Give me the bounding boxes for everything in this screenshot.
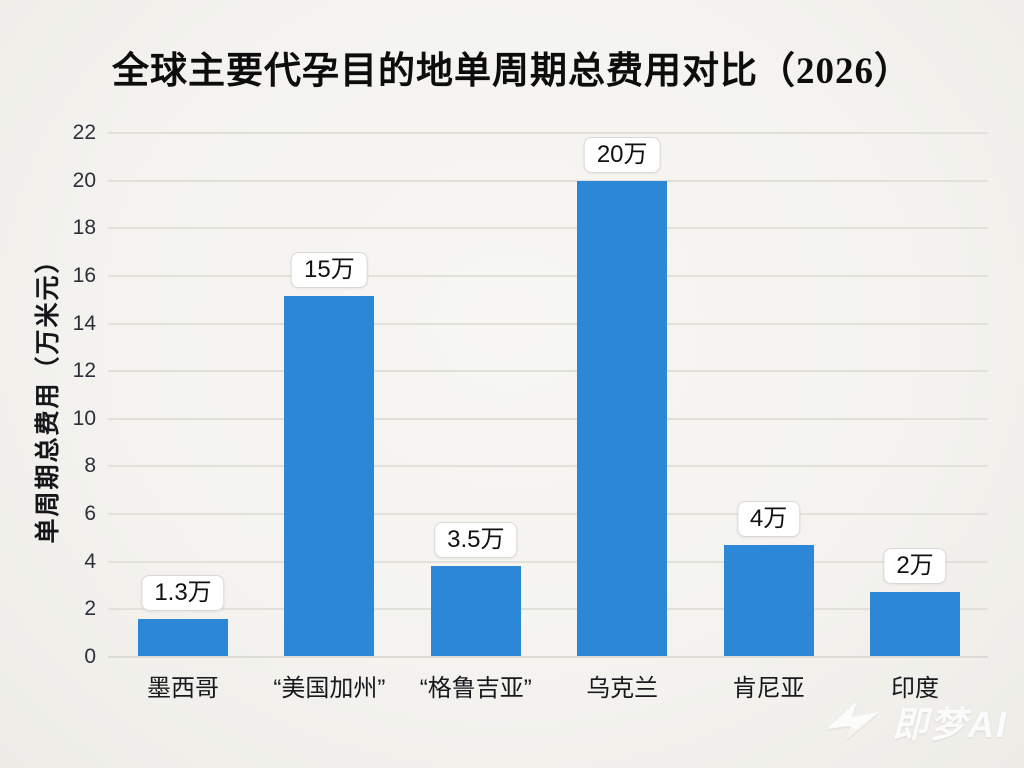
gridline: [108, 322, 988, 325]
x-axis-category-label: 印度: [891, 675, 939, 702]
x-axis-category-label: 肯尼亚: [732, 675, 805, 702]
y-tick-label: 4: [84, 549, 96, 573]
bar-value-label: 4万: [736, 501, 801, 538]
bar-value-label: 1.3万: [141, 574, 225, 611]
gridline: [108, 179, 988, 182]
bar-value-label: 15万: [291, 252, 368, 289]
y-tick-label: 2: [84, 597, 96, 621]
gridline: [108, 608, 988, 611]
gridline: [108, 513, 988, 516]
y-tick-label: 22: [72, 121, 96, 144]
bar: [430, 566, 521, 656]
bar: [577, 180, 668, 656]
jimeng-logo-icon: [826, 701, 879, 740]
x-axis-category-label: 乌克兰: [586, 675, 659, 702]
y-tick-label: 16: [72, 263, 96, 287]
chart-title: 全球主要代孕目的地单周期总费用对比（2026）: [112, 51, 912, 92]
x-axis-baseline: [108, 656, 988, 658]
y-tick-label: 6: [84, 502, 96, 526]
y-tick-label: 20: [72, 168, 96, 192]
watermark-text: 即梦AI: [891, 704, 1008, 745]
bar: [138, 618, 228, 656]
gridline: [108, 370, 988, 373]
bar-value-label: 2万: [883, 547, 947, 584]
x-axis-category-label: 墨西哥: [147, 675, 219, 702]
gridline: [108, 132, 988, 134]
bar-value-label: 3.5万: [434, 522, 518, 559]
gridline: [108, 465, 988, 468]
y-tick-label: 10: [72, 406, 96, 430]
x-axis-category-label: “格鲁吉亚”: [419, 675, 532, 702]
gridline: [108, 227, 988, 230]
x-axis-category-label: “美国加州”: [273, 675, 386, 702]
y-tick-label: 0: [84, 645, 96, 668]
bar: [284, 296, 375, 656]
y-tick-label: 8: [84, 454, 96, 478]
gridline: [108, 417, 988, 420]
gridline: [108, 560, 988, 563]
bar: [870, 591, 960, 656]
bar: [723, 545, 814, 656]
y-tick-label: 18: [72, 216, 96, 240]
bar-value-label: 20万: [583, 136, 661, 173]
y-tick-label: 14: [72, 311, 96, 335]
y-tick-label: 12: [72, 359, 96, 383]
watermark: 即梦AI: [824, 696, 1008, 748]
gridline: [108, 274, 988, 277]
